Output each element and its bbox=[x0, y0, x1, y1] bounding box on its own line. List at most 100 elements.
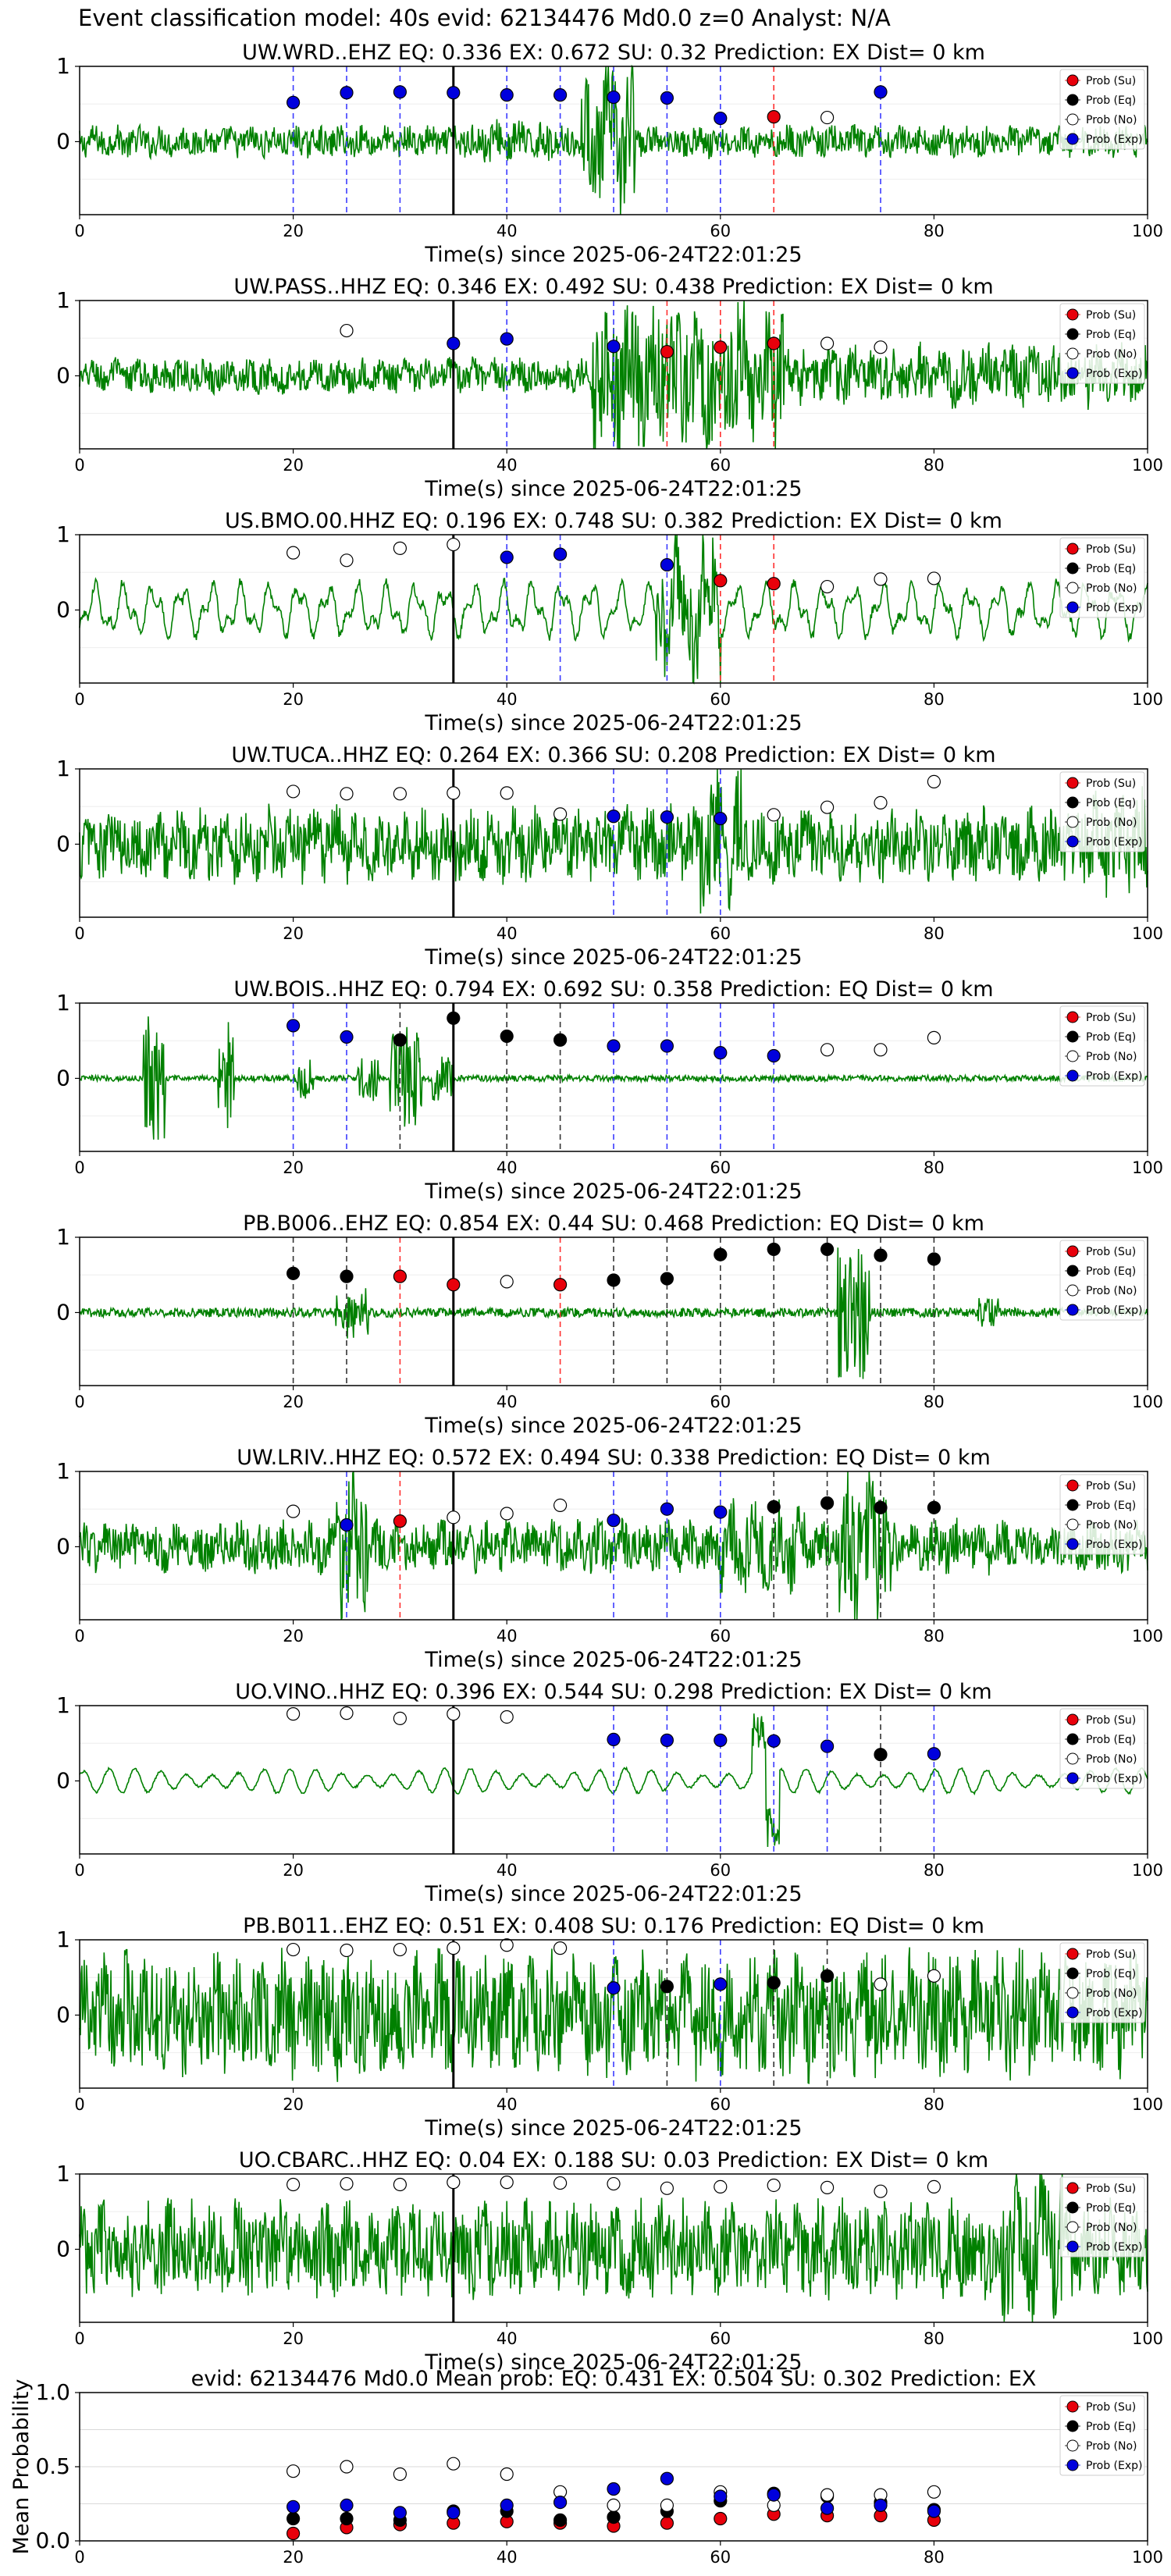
legend-label-su: Prob (Su) bbox=[1086, 1246, 1136, 1258]
prob-point-su bbox=[767, 577, 781, 591]
y-tick-label: 0 bbox=[56, 2236, 70, 2261]
legend-box bbox=[1059, 303, 1145, 384]
prob-point-exp bbox=[500, 332, 514, 346]
legend-label-su: Prob (Su) bbox=[1086, 1714, 1136, 1727]
y-tick-label: 0 bbox=[56, 362, 70, 388]
x-tick-label: 40 bbox=[497, 924, 518, 943]
prob-point-no bbox=[927, 1030, 941, 1044]
waveform-trace bbox=[79, 534, 1148, 685]
legend-marker-su bbox=[1066, 2182, 1079, 2194]
x-tick-label: 60 bbox=[710, 222, 731, 240]
legend: Prob (Su) Prob (Eq) Prob (No) Prob (Exp) bbox=[1059, 771, 1145, 852]
legend-label-eq: Prob (Eq) bbox=[1086, 797, 1136, 809]
legend-marker-exp bbox=[1066, 1538, 1079, 1550]
prob-point-no bbox=[500, 1710, 514, 1724]
x-tick-label: 80 bbox=[924, 222, 945, 240]
legend-marker-no bbox=[1066, 347, 1079, 360]
prob-point-eq bbox=[340, 1269, 354, 1283]
legend-marker-exp bbox=[1066, 2240, 1079, 2253]
x-tick-label: 60 bbox=[710, 924, 731, 943]
mean-point-eq bbox=[553, 2513, 568, 2527]
waveform-trace bbox=[79, 2173, 1148, 2323]
legend-marker-eq bbox=[1066, 94, 1079, 106]
prob-point-no bbox=[500, 1938, 514, 1952]
panel-title: UW.PASS..HHZ EQ: 0.346 EX: 0.492 SU: 0.4… bbox=[233, 275, 993, 299]
y-tick-label: 0.0 bbox=[35, 2528, 70, 2553]
prob-point-no bbox=[287, 1504, 301, 1518]
x-tick-label: 20 bbox=[283, 1627, 304, 1646]
x-tick-label: 60 bbox=[710, 690, 731, 709]
legend-label-su: Prob (Su) bbox=[1086, 75, 1136, 87]
legend-box bbox=[1059, 1240, 1145, 1321]
prob-point-no bbox=[287, 1707, 301, 1721]
prob-point-no bbox=[820, 336, 835, 350]
prob-point-exp bbox=[447, 86, 461, 100]
prob-point-eq bbox=[767, 1242, 781, 1257]
prob-point-eq bbox=[714, 1247, 728, 1261]
legend-marker-eq bbox=[1066, 1499, 1079, 1511]
legend-box bbox=[1059, 1474, 1145, 1555]
legend-marker-no bbox=[1066, 582, 1079, 594]
y-tick-label: 1 bbox=[56, 2161, 70, 2186]
x-axis-label: Time(s) since 2025-06-24T22:01:25 bbox=[424, 2350, 802, 2375]
panel-title: UO.VINO..HHZ EQ: 0.396 EX: 0.544 SU: 0.2… bbox=[235, 1680, 991, 1704]
legend-marker-no bbox=[1066, 1752, 1079, 1765]
mean-point-exp bbox=[447, 2506, 461, 2520]
prob-point-no bbox=[553, 807, 568, 821]
mean-point-exp bbox=[500, 2498, 514, 2512]
legend: Prob (Su) Prob (Eq) Prob (No) Prob (Exp) bbox=[1059, 1005, 1145, 1087]
x-tick-label: 20 bbox=[283, 222, 304, 240]
legend-box bbox=[1059, 1005, 1145, 1087]
legend-label-eq: Prob (Eq) bbox=[1086, 1265, 1136, 1278]
prob-point-eq bbox=[820, 1496, 835, 1510]
legend-box bbox=[1059, 537, 1145, 618]
legend-marker-exp bbox=[1066, 1304, 1079, 1316]
legend-label-no: Prob (No) bbox=[1086, 1051, 1137, 1063]
prob-point-eq bbox=[447, 1011, 461, 1025]
x-tick-label: 100 bbox=[1132, 1627, 1163, 1646]
plot-frame bbox=[79, 66, 1148, 215]
prob-point-exp bbox=[607, 1732, 621, 1747]
legend-marker-eq bbox=[1066, 796, 1079, 809]
panel-title: UW.BOIS..HHZ EQ: 0.794 EX: 0.692 SU: 0.3… bbox=[233, 977, 993, 1002]
x-tick-label: 80 bbox=[924, 1627, 945, 1646]
x-tick-label: 40 bbox=[497, 1861, 518, 1880]
legend-label-no: Prob (No) bbox=[1086, 114, 1137, 126]
prob-point-no bbox=[447, 786, 461, 800]
mean-point-su bbox=[714, 2511, 728, 2526]
prob-point-exp bbox=[607, 809, 621, 824]
plot-frame bbox=[79, 1705, 1148, 1855]
x-tick-label: 60 bbox=[710, 2548, 731, 2567]
legend: Prob (Su) Prob (Eq) Prob (No) Prob (Exp) bbox=[1059, 303, 1145, 384]
x-tick-label: 20 bbox=[283, 456, 304, 475]
legend-marker-su bbox=[1066, 777, 1079, 789]
x-tick-label: 20 bbox=[283, 1158, 304, 1177]
legend-label-no: Prob (No) bbox=[1086, 1753, 1137, 1766]
x-tick-label: 0 bbox=[74, 2548, 84, 2567]
legend-marker-no bbox=[1066, 1284, 1079, 1297]
prob-point-eq bbox=[767, 1976, 781, 1990]
x-axis-label: Time(s) since 2025-06-24T22:01:25 bbox=[424, 1179, 802, 1204]
x-tick-label: 40 bbox=[497, 1393, 518, 1411]
legend-label-su: Prob (Su) bbox=[1086, 543, 1136, 556]
x-tick-label: 100 bbox=[1132, 690, 1163, 709]
x-tick-label: 0 bbox=[74, 1861, 84, 1880]
legend-box bbox=[1059, 2395, 1145, 2476]
legend-marker-eq bbox=[1066, 2420, 1079, 2432]
prob-point-no bbox=[820, 579, 835, 594]
prob-point-exp bbox=[500, 550, 514, 564]
x-tick-label: 100 bbox=[1132, 924, 1163, 943]
prob-point-exp bbox=[447, 336, 461, 350]
legend-marker-su bbox=[1066, 1011, 1079, 1023]
prob-point-exp bbox=[660, 1502, 674, 1516]
legend-marker-no bbox=[1066, 816, 1079, 828]
prob-point-eq bbox=[660, 1272, 674, 1286]
legend-label-eq: Prob (Eq) bbox=[1086, 1500, 1136, 1512]
prob-point-eq bbox=[874, 1248, 888, 1262]
legend-label-no: Prob (No) bbox=[1086, 1285, 1137, 1297]
x-tick-label: 20 bbox=[283, 1861, 304, 1880]
prob-point-exp bbox=[714, 812, 728, 826]
prob-point-exp bbox=[660, 810, 674, 824]
prob-point-no bbox=[660, 2181, 674, 2195]
